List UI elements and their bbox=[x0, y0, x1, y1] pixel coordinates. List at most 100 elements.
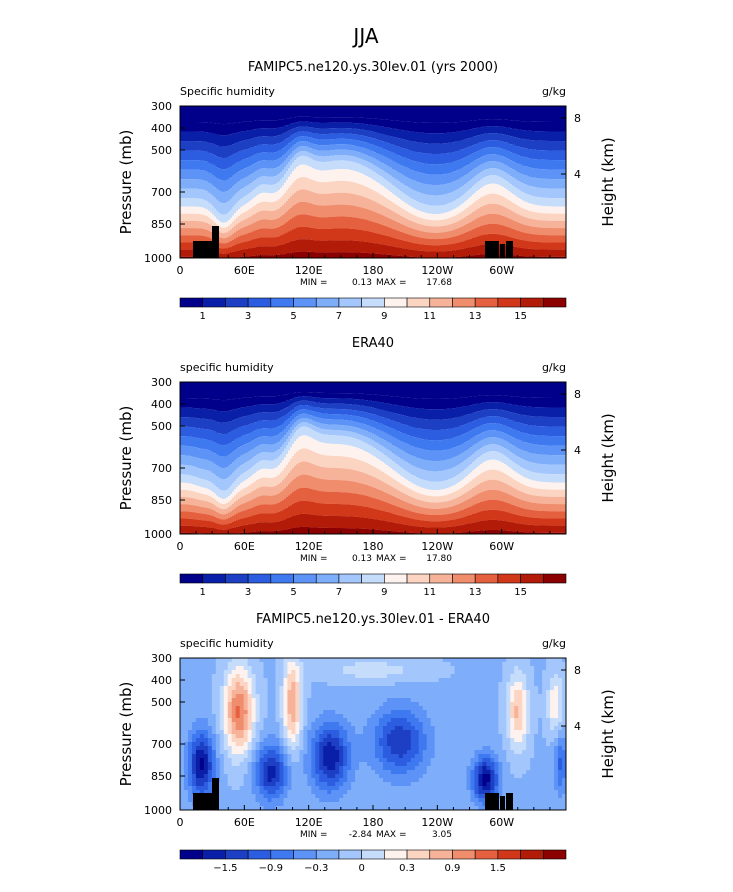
colorbar-swatch bbox=[521, 574, 544, 583]
field-label: specific humidity bbox=[180, 361, 274, 374]
y-tick-label: 300 bbox=[151, 652, 172, 665]
colorbar-label: 5 bbox=[290, 311, 296, 322]
max-label: MAX = bbox=[376, 830, 407, 840]
y2-axis-label: Height (km) bbox=[599, 413, 617, 502]
colorbar-swatch bbox=[498, 298, 521, 307]
y-tick-label: 850 bbox=[151, 494, 172, 507]
x-tick-label: 60E bbox=[234, 264, 255, 277]
x-tick-label: 0 bbox=[177, 264, 184, 277]
colorbar-label: 15 bbox=[514, 311, 527, 322]
min-label: MIN = bbox=[300, 554, 328, 564]
colorbar-swatch bbox=[362, 850, 385, 859]
min-value: -2.84 bbox=[349, 830, 373, 840]
colorbar-swatch bbox=[452, 850, 475, 859]
y-tick-label: 1000 bbox=[144, 804, 172, 817]
colorbar-swatch bbox=[225, 298, 248, 307]
colorbar-swatch bbox=[384, 298, 407, 307]
colorbar-label: 1.5 bbox=[490, 863, 506, 874]
y-tick-label: 700 bbox=[151, 738, 172, 751]
x-tick-label: 60W bbox=[489, 816, 514, 829]
contour-field bbox=[180, 658, 566, 810]
min-label: MIN = bbox=[300, 278, 328, 288]
colorbar-swatch bbox=[316, 298, 339, 307]
max-value: 17.68 bbox=[426, 278, 452, 288]
colorbar-label: 1 bbox=[200, 311, 206, 322]
colorbar-swatch bbox=[498, 850, 521, 859]
colorbar-label: 0.3 bbox=[399, 863, 415, 874]
colorbar-swatch bbox=[407, 298, 430, 307]
units-label: g/kg bbox=[542, 637, 566, 650]
field-label: specific humidity bbox=[180, 637, 274, 650]
units-label: g/kg bbox=[542, 85, 566, 98]
land-mask bbox=[506, 793, 513, 810]
min-value: 0.13 bbox=[352, 554, 372, 564]
y-tick-label: 1000 bbox=[144, 528, 172, 541]
colorbar-swatch bbox=[294, 850, 317, 859]
colorbar-swatch bbox=[339, 850, 362, 859]
y-tick-label: 1000 bbox=[144, 252, 172, 265]
colorbar-swatch bbox=[521, 298, 544, 307]
y-tick-label: 500 bbox=[151, 420, 172, 433]
y2-axis-label: Height (km) bbox=[599, 689, 617, 778]
panel-title: FAMIPC5.ne120.ys.30lev.01 - ERA40 bbox=[256, 612, 490, 627]
colorbar-swatch bbox=[430, 850, 453, 859]
x-tick-label: 60W bbox=[489, 540, 514, 553]
y-tick-label: 850 bbox=[151, 770, 172, 783]
colorbar-swatch bbox=[407, 574, 430, 583]
x-tick-label: 180 bbox=[363, 264, 384, 277]
x-tick-label: 0 bbox=[177, 816, 184, 829]
colorbar-swatch bbox=[452, 298, 475, 307]
colorbar-swatch bbox=[248, 850, 271, 859]
x-tick-label: 120W bbox=[421, 264, 453, 277]
max-label: MAX = bbox=[376, 278, 407, 288]
colorbar-swatch bbox=[430, 298, 453, 307]
y-tick-label: 700 bbox=[151, 462, 172, 475]
y-tick-label: 400 bbox=[151, 398, 172, 411]
y-axis-label: Pressure (mb) bbox=[117, 406, 135, 511]
colorbar-swatch bbox=[452, 574, 475, 583]
colorbar-swatch bbox=[203, 850, 226, 859]
colorbar-swatch bbox=[543, 298, 566, 307]
land-mask bbox=[212, 778, 219, 810]
colorbar-label: 9 bbox=[381, 587, 387, 598]
panel-title: ERA40 bbox=[352, 336, 394, 351]
y-tick-label: 500 bbox=[151, 144, 172, 157]
colorbar-swatch bbox=[384, 574, 407, 583]
colorbar-swatch bbox=[225, 850, 248, 859]
land-mask bbox=[212, 226, 219, 258]
land-mask bbox=[485, 793, 499, 810]
x-tick-label: 60E bbox=[234, 540, 255, 553]
y2-tick-label: 8 bbox=[574, 112, 581, 125]
x-tick-label: 120E bbox=[295, 264, 323, 277]
colorbar-swatch bbox=[203, 298, 226, 307]
colorbar-label: 3 bbox=[245, 311, 251, 322]
colorbar-label: 15 bbox=[514, 587, 527, 598]
colorbar-swatch bbox=[498, 574, 521, 583]
colorbar-swatch bbox=[248, 574, 271, 583]
colorbar-swatch bbox=[248, 298, 271, 307]
colorbar-swatch bbox=[543, 850, 566, 859]
land-mask bbox=[500, 796, 505, 810]
colorbar-label: 9 bbox=[381, 311, 387, 322]
y2-tick-label: 4 bbox=[574, 720, 581, 733]
colorbar-swatch bbox=[271, 574, 294, 583]
colorbar-swatch bbox=[362, 574, 385, 583]
x-tick-label: 120W bbox=[421, 816, 453, 829]
x-tick-label: 0 bbox=[177, 540, 184, 553]
land-mask bbox=[506, 241, 513, 258]
units-label: g/kg bbox=[542, 361, 566, 374]
colorbar-swatch bbox=[339, 298, 362, 307]
colorbar-label: 11 bbox=[423, 311, 436, 322]
y2-tick-label: 4 bbox=[574, 168, 581, 181]
y-tick-label: 300 bbox=[151, 100, 172, 113]
colorbar-swatch bbox=[475, 850, 498, 859]
colorbar-label: 1 bbox=[200, 587, 206, 598]
colorbar-swatch bbox=[203, 574, 226, 583]
colorbar-swatch bbox=[294, 574, 317, 583]
colorbar-label: −0.3 bbox=[304, 863, 328, 874]
x-tick-label: 120W bbox=[421, 540, 453, 553]
colorbar-swatch bbox=[316, 850, 339, 859]
